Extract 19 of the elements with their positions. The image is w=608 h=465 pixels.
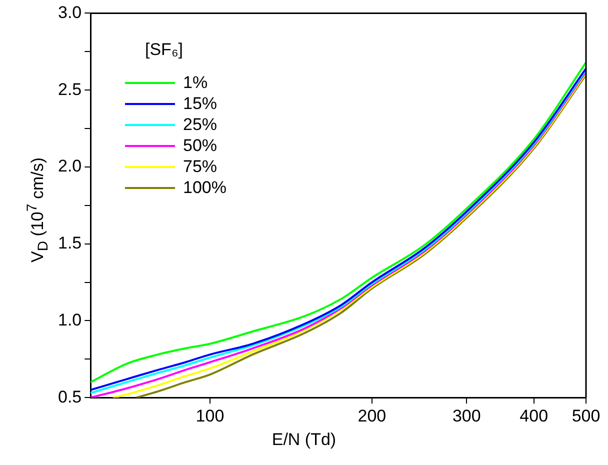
legend-label: 25% — [183, 114, 218, 134]
y-tick-label: 2.0 — [58, 156, 82, 176]
x-tick-label: 200 — [358, 406, 386, 426]
x-tick-label: 400 — [520, 406, 548, 426]
legend-label: 75% — [183, 156, 218, 176]
legend-label: 15% — [183, 94, 218, 114]
x-tick-label: 100 — [196, 406, 224, 426]
legend-label: 100% — [183, 178, 226, 198]
y-tick-label: 3.0 — [58, 2, 82, 22]
x-tick-label: 300 — [452, 406, 481, 426]
y-tick-label: 2.5 — [58, 80, 82, 99]
x-tick-label: 500 — [572, 406, 600, 426]
legend-label: 50% — [183, 136, 218, 156]
x-axis-title: E/N (Td) — [270, 430, 338, 450]
legend-label: 1% — [183, 72, 208, 92]
y-tick-label: 1.0 — [58, 310, 82, 330]
y-tick-label: 0.5 — [58, 387, 82, 406]
legend-title: [SF₆] — [145, 40, 184, 60]
y-tick-label: 1.5 — [58, 234, 82, 253]
